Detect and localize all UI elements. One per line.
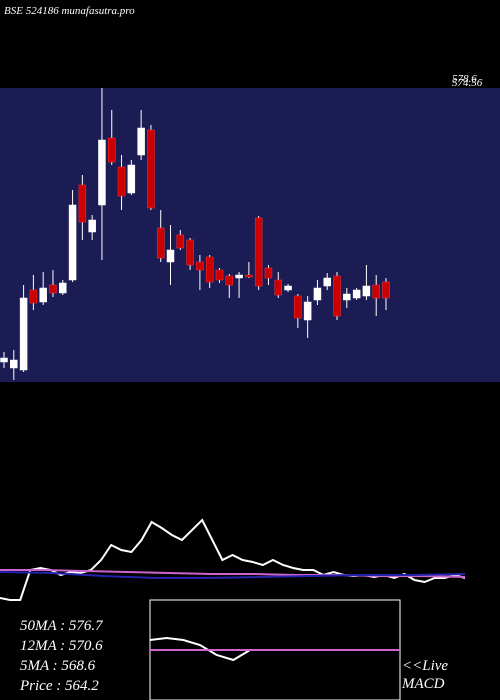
candle-body [254,217,263,287]
price-annotation: 578.6 [452,73,477,85]
candle-body [245,274,253,278]
candle-body [352,289,361,299]
candle-body [264,267,273,279]
candle-body [10,359,18,369]
ma-label: 50MA : 576.7 [20,618,104,634]
candle-body [382,281,390,299]
candle-body [59,282,67,294]
candle-body [186,239,194,266]
candle-body [29,289,38,304]
candle-body [147,129,155,209]
live-label: <<Live [402,658,448,674]
price-annotation: 574.56 [452,77,483,89]
candle-body [68,204,77,281]
candle-body [372,284,380,299]
candle-body [137,127,145,156]
candle-body [39,287,47,303]
candle-body [107,137,116,163]
ma-label: 12MA : 570.6 [20,638,103,654]
candle-body [88,219,96,233]
candle-body [323,277,331,287]
candle-body [333,275,341,317]
candle-body [294,295,302,319]
ma-label: Price : 564.2 [19,678,99,694]
candle-body [343,293,351,301]
candle-body [362,285,371,297]
candle-body [49,284,57,294]
candle-body [176,234,185,249]
price-panel [0,88,500,382]
candle-body [196,261,204,271]
candle-body [0,357,8,363]
candle-body [303,301,312,321]
candle-body [156,227,165,259]
candle-body [166,249,175,263]
indicator-line [0,569,466,578]
indicator-line [0,518,466,601]
ma-label: 5MA : 568.6 [20,658,96,674]
candle-body [313,287,322,301]
candle-body [215,269,224,281]
macd-label: MACD [401,676,445,692]
candle-body [19,297,28,371]
chart-title: BSE 524186 munafasutra.pro [4,5,135,17]
candle-body [78,184,87,223]
candle-body [225,275,234,286]
candle-body [284,285,292,291]
indicator-line [0,571,466,579]
candle-body [205,256,214,283]
candle-body [274,279,283,296]
candle-body [127,164,136,194]
candle-body [98,139,106,206]
candle-body [235,274,243,279]
candle-body [117,166,126,197]
